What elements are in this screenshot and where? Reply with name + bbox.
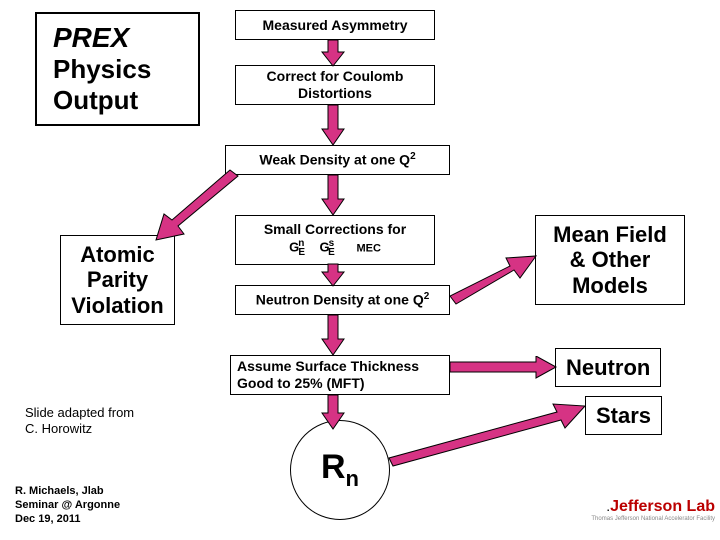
l1: R. Michaels, Jlab [15,485,120,499]
arrow-to-neutron [448,356,558,380]
footer: R. Michaels, Jlab Seminar @ Argonne Dec … [15,485,120,526]
mec: MEC [356,242,380,254]
text-pre: Weak Density at one Q [259,152,410,168]
l2: C. Horowitz [25,421,134,437]
text-l2: Distortions [298,85,372,102]
text: Neutron Density at one Q2 [256,291,430,308]
text-l2: Good to 25% (MFT) [237,375,365,392]
l1: Slide adapted from [25,405,134,421]
l1: Atomic [71,242,164,267]
arrow-to-atomic [150,168,240,243]
logo-sub: Thomas Jefferson National Accelerator Fa… [545,516,715,522]
title-physics: Physics [53,54,182,85]
l2: Parity [71,267,164,292]
arrow-6 [318,393,348,431]
text-pre: Neutron Density at one Q [256,292,424,308]
jlab-logo: .Jefferson Lab Thomas Jefferson National… [545,498,715,522]
arrow-2 [318,103,348,147]
text-l1: Correct for Coulomb [267,68,404,85]
box-measured-asymmetry: Measured Asymmetry [235,10,435,40]
mean-field-box: Mean Field & Other Models [535,215,685,305]
e2: E [328,247,335,258]
arrow-to-stars [385,400,590,470]
arrow-3 [318,173,348,217]
text-l2: GnE GsE MEC [289,238,381,259]
rn-circle: Rn [290,420,390,520]
l3: Models [546,273,674,298]
box-surface-thickness: Assume Surface Thickness Good to 25% (MF… [230,355,450,395]
text-l1: Small Corrections for [264,221,406,238]
l2: Seminar @ Argonne [15,499,120,513]
text-sup: 2 [424,291,430,302]
box-small-corrections: Small Corrections for GnE GsE MEC [235,215,435,265]
l2: & Other [546,247,674,272]
e1: E [298,247,305,258]
neutron-box: Neutron [555,348,661,387]
arrow-5 [318,313,348,357]
l3: Dec 19, 2011 [15,513,120,527]
title-prex: PREX [53,22,182,54]
arrow-to-meanfield [446,252,541,307]
l3: Violation [71,293,164,318]
title-output: Output [53,85,182,116]
text: Weak Density at one Q2 [259,151,415,168]
caption: Slide adapted from C. Horowitz [25,405,134,438]
text: Stars [596,403,651,428]
logo-name: .Jefferson Lab [545,498,715,516]
r: R [321,448,346,486]
text-l1: Assume Surface Thickness [237,358,419,375]
logo-name-text: Jefferson Lab [610,498,715,515]
box-coulomb: Correct for Coulomb Distortions [235,65,435,105]
atomic-parity-box: Atomic Parity Violation [60,235,175,325]
text: Measured Asymmetry [263,17,408,34]
n: n [346,466,359,491]
l1: Mean Field [546,222,674,247]
text-sup: 2 [410,151,416,162]
title-box: PREX Physics Output [35,12,200,126]
box-weak-density: Weak Density at one Q2 [225,145,450,175]
box-neutron-density: Neutron Density at one Q2 [235,285,450,315]
stars-box: Stars [585,396,662,435]
rn-label: Rn [321,448,359,492]
arrow-4 [318,262,348,288]
text: Neutron [566,355,650,380]
arrow-1 [318,38,348,68]
